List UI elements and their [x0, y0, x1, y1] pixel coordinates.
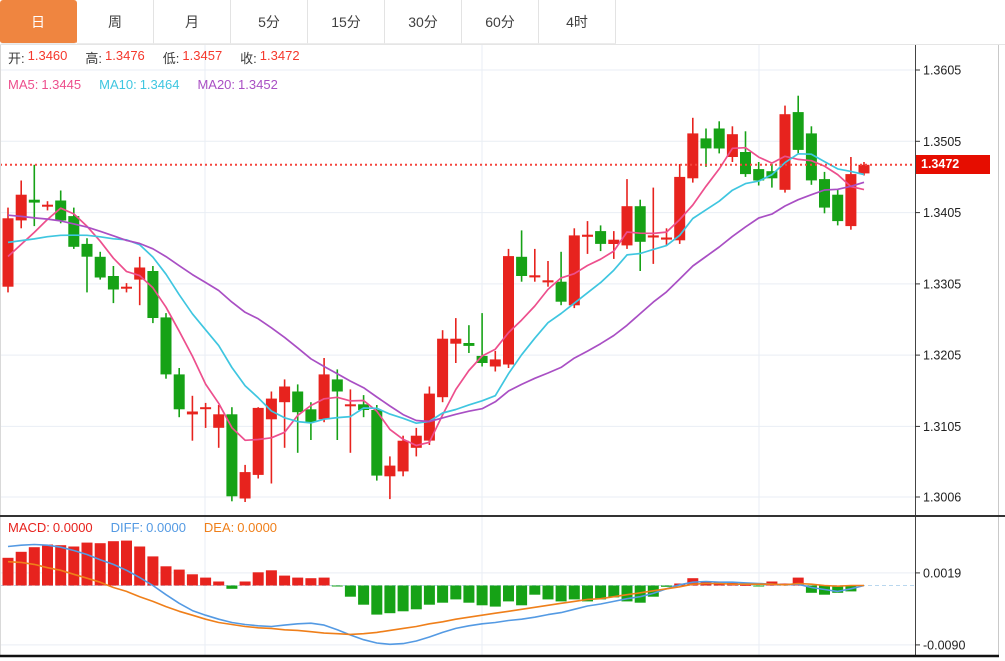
timeframe-tabbar: 日周月 5分 15分 30分 60分 4时 [0, 0, 616, 44]
panel-borders [0, 44, 1005, 658]
price-axis-label: 1.3405 [923, 206, 961, 220]
price-axis-label: 1.3006 [923, 491, 961, 505]
price-axis-label: 1.3105 [923, 420, 961, 434]
timeframe-tab-8[interactable]: 4时 [539, 0, 616, 44]
current-price-badge: 1.3472 [916, 155, 990, 174]
price-axis-label: 1.3305 [923, 277, 961, 291]
macd-axis-label: 0.0019 [923, 566, 961, 580]
timeframe-tab-7[interactable]: 60分 [462, 0, 539, 44]
ma10-line [7, 152, 865, 425]
price-axis-label: 1.3505 [923, 135, 961, 149]
ma5-line [7, 146, 865, 447]
candles-layer [2, 95, 870, 502]
price-axis-label: 1.3605 [923, 64, 961, 78]
timeframe-tab-6[interactable]: 30分 [385, 0, 462, 44]
timeframe-tab-3[interactable]: 月 [154, 0, 231, 44]
ma20-line [7, 181, 865, 423]
timeframe-tab-1[interactable]: 日 [0, 0, 77, 44]
macd-axis: 0.0019 -0.0090 [915, 566, 965, 652]
price-axis: 1.3605 1.3505 1.3405 1.3305 1.3205 1.3105 1.30… [915, 64, 961, 505]
timeframe-tab-4[interactable]: 5分 [231, 0, 308, 44]
timeframe-tab-2[interactable]: 周 [77, 0, 154, 44]
price-axis-label: 1.3205 [923, 349, 961, 363]
macd-diff-line [7, 543, 865, 646]
macd-dea-line [7, 560, 864, 636]
timeframe-tab-5[interactable]: 15分 [308, 0, 385, 44]
macd-axis-label: -0.0090 [923, 638, 965, 652]
macd-histogram [2, 540, 857, 615]
